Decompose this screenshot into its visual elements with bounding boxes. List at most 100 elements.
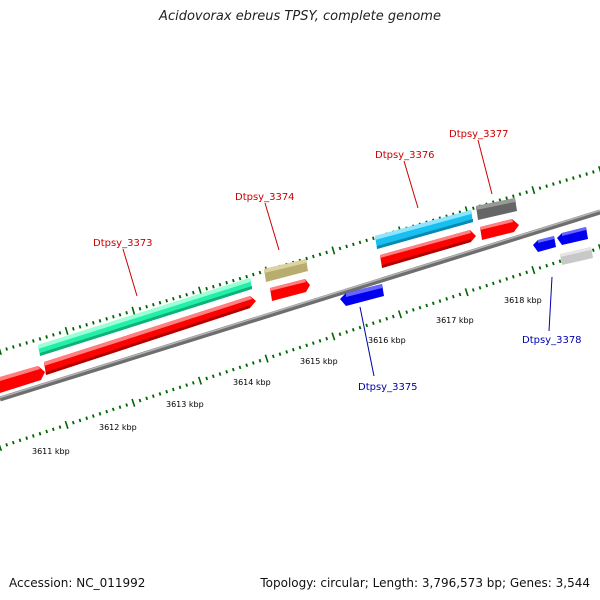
tick-mark — [45, 429, 49, 434]
tick-mark — [491, 281, 495, 286]
tick-mark — [198, 286, 202, 295]
cds-reverse-arrow-3[interactable] — [557, 227, 588, 245]
tick-mark — [178, 294, 182, 299]
tick-mark — [518, 192, 522, 196]
tick-mark — [572, 176, 575, 180]
tick-mark — [425, 303, 429, 308]
tick-mark — [12, 345, 15, 349]
tick-mark — [0, 444, 3, 452]
tick-mark — [51, 427, 55, 432]
tick-mark — [565, 178, 568, 182]
kbp-tick-label: 3617 kbp — [436, 316, 474, 325]
feature-khaki-bar[interactable] — [264, 259, 308, 282]
cds-reverse-arrow-2[interactable] — [533, 236, 556, 252]
feature-lightgray-bar[interactable] — [560, 247, 593, 265]
tick-mark — [391, 314, 395, 319]
tick-mark — [138, 398, 142, 403]
gene-label-dtpsy-3374[interactable]: Dtpsy_3374 — [235, 192, 295, 203]
tick-mark — [98, 319, 102, 323]
cds-forward-arrow-2[interactable] — [44, 296, 256, 375]
tick-mark — [52, 333, 55, 337]
tick-mark — [125, 311, 128, 315]
tick-mark — [211, 374, 215, 379]
gene-label-dtpsy-3378[interactable]: Dtpsy_3378 — [522, 335, 582, 346]
tick-mark — [338, 332, 342, 337]
tick-mark — [311, 341, 315, 345]
tick-mark — [25, 436, 29, 440]
tick-mark — [98, 412, 102, 416]
tick-mark — [318, 252, 322, 257]
kbp-tick-label: 3618 kbp — [504, 296, 542, 305]
feature-cyan-bar[interactable] — [375, 210, 473, 249]
tick-mark — [371, 321, 375, 325]
tick-mark — [578, 174, 582, 178]
accession-text: Accession: NC_011992 — [9, 576, 146, 590]
tick-mark — [191, 381, 195, 385]
cds-forward-arrow-1[interactable] — [0, 366, 45, 393]
kbp-tick-label: 3615 kbp — [300, 357, 338, 366]
tick-mark — [525, 190, 528, 194]
tick-mark — [471, 288, 475, 292]
tick-mark — [558, 259, 562, 264]
label-leader-lines — [122, 139, 553, 377]
tick-mark — [151, 394, 155, 398]
gene-label-dtpsy-3377[interactable]: Dtpsy_3377 — [449, 129, 509, 140]
tick-mark — [205, 286, 208, 291]
tick-mark — [138, 306, 142, 311]
tick-mark — [131, 306, 136, 315]
tick-mark — [165, 298, 168, 303]
tick-mark — [145, 396, 149, 401]
tick-mark — [38, 337, 42, 341]
tick-mark — [105, 409, 109, 414]
tick-mark — [592, 170, 595, 174]
tick-mark — [225, 280, 228, 285]
tick-mark — [365, 323, 369, 328]
tick-mark — [291, 347, 295, 352]
tick-mark — [11, 440, 15, 445]
tick-mark — [458, 292, 462, 297]
tick-mark — [197, 376, 203, 385]
tick-mark — [45, 335, 48, 339]
tick-mark — [178, 385, 182, 390]
tick-mark — [472, 206, 475, 210]
tick-mark — [212, 284, 215, 289]
cds-forward-arrow-5[interactable] — [480, 219, 519, 240]
tick-mark — [105, 317, 108, 321]
tick-mark — [372, 236, 375, 241]
feature-green-bar[interactable] — [38, 278, 252, 356]
tick-mark — [305, 256, 308, 261]
tick-mark — [125, 403, 129, 407]
tick-mark — [418, 305, 422, 310]
tick-mark — [258, 270, 262, 275]
tick-mark — [145, 304, 148, 309]
kbp-tick-label: 3614 kbp — [233, 378, 271, 387]
tick-mark — [245, 363, 249, 367]
gene-label-dtpsy-3373[interactable]: Dtpsy_3373 — [93, 238, 153, 249]
tick-mark — [518, 272, 522, 277]
tick-mark — [131, 398, 136, 407]
tick-mark — [5, 347, 8, 351]
tick-mark — [71, 420, 75, 425]
tick-mark — [591, 248, 595, 252]
tick-mark — [5, 443, 9, 447]
tick-mark — [192, 290, 195, 295]
tick-mark — [165, 389, 169, 394]
cds-forward-arrow-4[interactable] — [380, 230, 476, 268]
gene-label-dtpsy-3375[interactable]: Dtpsy_3375 — [358, 382, 418, 393]
cds-forward-group — [0, 219, 519, 393]
tick-mark — [558, 180, 562, 184]
tick-mark — [32, 339, 35, 343]
tick-mark — [551, 261, 555, 266]
tick-mark — [158, 392, 162, 396]
tick-mark — [545, 184, 548, 188]
cds-forward-arrow-3[interactable] — [270, 279, 310, 301]
cds-reverse-arrow-1[interactable] — [340, 284, 384, 306]
tick-mark — [538, 186, 542, 190]
cds-reverse-group — [340, 227, 593, 306]
gene-label-dtpsy-3376[interactable]: Dtpsy_3376 — [375, 150, 435, 161]
tick-mark — [298, 345, 302, 350]
tick-mark — [305, 343, 309, 348]
tick-mark — [531, 186, 536, 195]
feature-darkgray-bar[interactable] — [476, 198, 517, 220]
